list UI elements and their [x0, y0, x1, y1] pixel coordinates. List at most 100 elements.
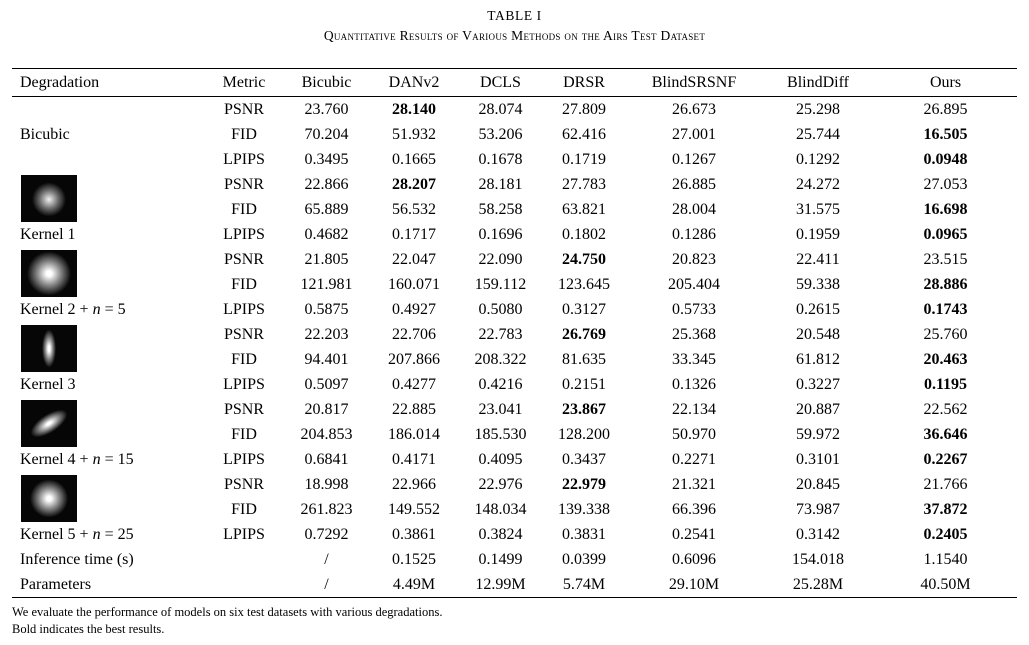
value-cell: 207.866: [388, 351, 440, 368]
value-cell: 123.645: [558, 276, 610, 293]
value-cell: /: [324, 576, 329, 593]
table-title: Quantitative Results of Various Methods …: [323, 28, 706, 43]
table-row: LPIPS 0.6841 0.4171 0.4095 0.3437 0.2271 0.310…: [12, 447, 1017, 472]
value-cell: 27.001: [672, 126, 716, 143]
column-header-ours: Ours: [874, 68, 1017, 97]
value-cell: 0.4216: [478, 376, 523, 393]
table-row: Bicubic PSNR 23.760 28.140 28.074 27.809 26.67…: [12, 97, 1017, 143]
kernel-blob: [21, 175, 77, 222]
column-header-metric: Metric: [204, 68, 284, 97]
value-cell: 23.515: [923, 251, 968, 268]
metric-cell: PSNR: [223, 176, 265, 193]
value-cell: 0.3127: [562, 301, 606, 318]
table-row: FID 261.823 149.552 148.034 139.338 66.396 73.…: [12, 497, 1017, 522]
value-cell: 0.1267: [672, 151, 716, 168]
value-cell: 73.987: [796, 501, 840, 518]
value-cell: 121.981: [300, 276, 353, 293]
value-cell: 25.744: [796, 126, 840, 143]
value-cell: 0.6841: [304, 451, 349, 468]
metric-cell: LPIPS: [223, 151, 265, 168]
degradation-cell: Kernel 4 + n = 15: [12, 397, 204, 472]
table-row: Kernel 5 + n = 25 PSNR 18.998 22.966 22.976 2…: [12, 472, 1017, 543]
degradation-label: Kernel 3: [20, 376, 76, 393]
value-cell: 0.1959: [796, 226, 840, 243]
extra-row-label: Parameters: [20, 576, 92, 593]
table-row: LPIPS 0.4682 0.1717 0.1696 0.1802 0.1286 0.195…: [12, 222, 1017, 247]
value-cell: 0.2615: [796, 301, 840, 318]
value-cell: 25.298: [796, 101, 840, 118]
value-cell: /: [324, 551, 329, 568]
table-footnotes: We evaluate the performance of models on…: [12, 604, 1017, 638]
column-header-blinddiff: BlindDiff: [762, 68, 874, 97]
value-cell: 33.345: [672, 351, 716, 368]
table-row: FID 65.889 56.532 58.258 63.821 28.004 31.575 1…: [12, 197, 1017, 222]
value-cell: 0.7292: [304, 526, 349, 543]
table-number: TABLE I: [487, 8, 542, 23]
value-cell: 26.769: [562, 326, 606, 343]
value-cell: 26.673: [672, 101, 716, 118]
table-row: FID 70.204 51.932 53.206 62.416 27.001 25.744 1…: [12, 122, 1017, 147]
value-cell: 20.817: [304, 401, 349, 418]
value-cell: 1.1540: [923, 551, 968, 568]
value-cell: 0.5875: [304, 301, 349, 318]
degradation-label: Kernel 2 + n = 5: [20, 301, 126, 318]
value-cell: 27.053: [923, 176, 968, 193]
value-cell: 24.272: [796, 176, 840, 193]
value-cell: 149.552: [388, 501, 440, 518]
value-cell: 23.760: [304, 101, 349, 118]
kernel-2-gaussian-blob-icon: [21, 250, 77, 297]
value-cell: 22.090: [478, 251, 523, 268]
column-header-bicubic: Bicubic: [284, 68, 369, 97]
table-row: LPIPS 0.5875 0.4927 0.5080 0.3127 0.5733 0.261…: [12, 297, 1017, 322]
value-cell: 0.2151: [562, 376, 606, 393]
value-cell: 25.760: [923, 326, 968, 343]
kernel-blob: [21, 325, 77, 372]
value-cell: 22.203: [304, 326, 349, 343]
value-cell: 0.4927: [392, 301, 436, 318]
footnote-line: We evaluate the performance of models on…: [12, 605, 443, 619]
value-cell: 0.5097: [304, 376, 349, 393]
value-cell: 0.3227: [796, 376, 840, 393]
value-cell: 0.5733: [672, 301, 716, 318]
value-cell: 27.783: [562, 176, 606, 193]
degradation-label: Kernel 4 + n = 15: [20, 451, 134, 468]
value-cell: 26.885: [672, 176, 716, 193]
table-row: FID 94.401 207.866 208.322 81.635 33.345 61.81…: [12, 347, 1017, 372]
value-cell: 59.338: [796, 276, 840, 293]
value-cell: 65.889: [304, 201, 349, 218]
value-cell: 27.809: [562, 101, 606, 118]
extra-row-label: Inference time (s): [20, 551, 134, 568]
value-cell: 24.750: [562, 251, 606, 268]
metric-cell: FID: [231, 201, 257, 218]
metric-cell: LPIPS: [223, 301, 265, 318]
value-cell: 0.1326: [672, 376, 716, 393]
metric-cell: FID: [231, 501, 257, 518]
value-cell: 56.532: [392, 201, 436, 218]
value-cell: 0.1665: [392, 151, 436, 168]
table-row: LPIPS 0.3495 0.1665 0.1678 0.1719 0.1267 0.129…: [12, 147, 1017, 172]
kernel-blob: [21, 400, 77, 447]
value-cell: 25.368: [672, 326, 716, 343]
table-row: FID 204.853 186.014 185.530 128.200 50.970 59.…: [12, 422, 1017, 447]
degradation-cell: Kernel 5 + n = 25: [12, 472, 204, 547]
value-cell: 23.041: [478, 401, 523, 418]
value-cell: 0.1292: [796, 151, 840, 168]
value-cell: 0.3495: [304, 151, 349, 168]
value-cell: 204.853: [300, 426, 353, 443]
degradation-label: Kernel 1: [20, 226, 76, 243]
value-cell: 22.866: [304, 176, 349, 193]
metric-cell: FID: [231, 276, 257, 293]
value-cell: 22.134: [672, 401, 716, 418]
value-cell: 0.1678: [478, 151, 523, 168]
value-cell: 21.805: [304, 251, 349, 268]
value-cell: 22.562: [923, 401, 968, 418]
metric-cell: FID: [231, 426, 257, 443]
column-header-blindsrsnf: BlindSRSNF: [626, 68, 762, 97]
value-cell: 28.140: [392, 101, 436, 118]
value-cell: 159.112: [474, 276, 527, 293]
value-cell: 0.2405: [923, 526, 968, 543]
value-cell: 51.932: [392, 126, 436, 143]
column-header-drsr: DRSR: [542, 68, 626, 97]
value-cell: 26.895: [923, 101, 968, 118]
